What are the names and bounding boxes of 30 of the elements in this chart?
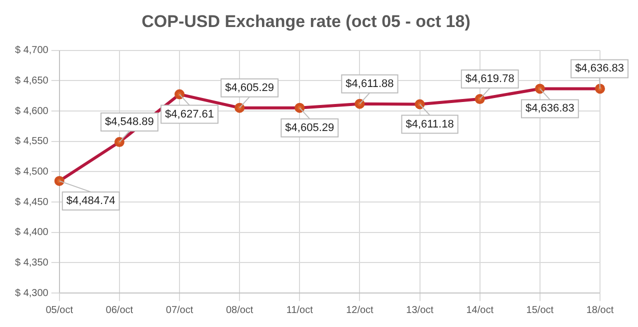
- y-tick-label: $ 4,600: [14, 106, 49, 117]
- y-tick-label: $ 4,650: [14, 75, 49, 86]
- data-label: $4,484.74: [66, 194, 116, 207]
- x-tick-label: 15/oct: [526, 304, 554, 316]
- y-tick-label: $ 4,500: [14, 166, 49, 178]
- data-label: $4,611.18: [406, 118, 454, 130]
- data-label: $4,605.29: [285, 122, 334, 134]
- data-label: $4,548.89: [104, 116, 154, 128]
- x-tick-label: 13/oct: [406, 304, 434, 316]
- data-label: $4,619.78: [465, 73, 514, 86]
- x-tick-label: 07/oct: [166, 304, 194, 316]
- data-label: $4,605.29: [225, 82, 274, 94]
- data-label: $4,636.83: [525, 102, 574, 115]
- x-tick-label: 05/oct: [46, 304, 74, 316]
- x-tick-label: 06/oct: [106, 304, 134, 316]
- y-tick-label: $ 4,350: [14, 257, 49, 268]
- y-tick-label: $ 4,450: [14, 196, 49, 208]
- data-label: $4,611.88: [346, 78, 394, 90]
- y-tick-label: $ 4,550: [14, 136, 49, 148]
- x-tick-label: 08/oct: [226, 304, 254, 316]
- y-tick-label: $ 4,400: [14, 227, 49, 238]
- data-label: $4,627.61: [165, 108, 214, 120]
- x-tick-label: 14/oct: [466, 304, 494, 316]
- x-tick-label: 11/oct: [286, 304, 314, 316]
- x-tick-label: 12/oct: [346, 304, 374, 316]
- y-tick-label: $ 4,300: [14, 288, 49, 299]
- x-tick-label: 18/oct: [586, 304, 614, 316]
- data-label: $4,636.83: [575, 62, 624, 75]
- chart-title: COP-USD Exchange rate (oct 05 - oct 18): [142, 12, 470, 31]
- y-tick-label: $ 4,700: [14, 45, 49, 56]
